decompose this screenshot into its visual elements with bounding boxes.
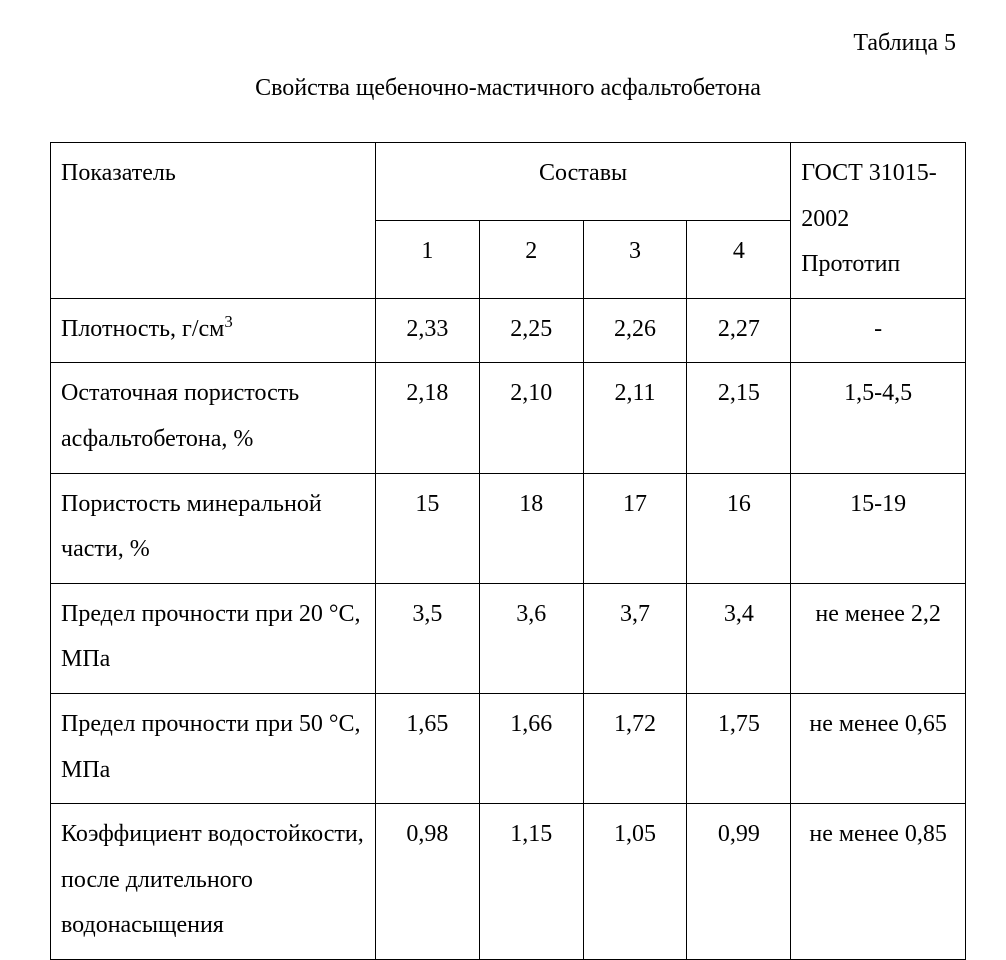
row-label: Плотность, г/см3 [51, 298, 376, 363]
row-value: 1,66 [479, 693, 583, 803]
row-std: - [791, 298, 966, 363]
header-sub-2: 2 [479, 220, 583, 298]
table-row: Остаточная пористость асфальтобетона, % … [51, 363, 966, 473]
row-label: Предел прочности при 20 °С, МПа [51, 583, 376, 693]
table-row: Предел прочности при 20 °С, МПа 3,5 3,6 … [51, 583, 966, 693]
row-std: 15-19 [791, 473, 966, 583]
row-value: 3,7 [583, 583, 687, 693]
row-std: не менее 0,85 [791, 804, 966, 960]
header-gost-line2: 2002 [801, 206, 849, 232]
header-gost-line1: ГОСТ 31015- [801, 160, 937, 186]
header-sub-3: 3 [583, 220, 687, 298]
row-value: 2,11 [583, 363, 687, 473]
row-value: 3,6 [479, 583, 583, 693]
row-value: 2,10 [479, 363, 583, 473]
table-row: Предел прочности при 50 °С, МПа 1,65 1,6… [51, 693, 966, 803]
table-number-label: Таблица 5 [50, 30, 956, 57]
row-value: 17 [583, 473, 687, 583]
row-value: 2,15 [687, 363, 791, 473]
row-value: 3,5 [375, 583, 479, 693]
row-std: не менее 0,65 [791, 693, 966, 803]
row-std: не менее 2,2 [791, 583, 966, 693]
row-value: 1,05 [583, 804, 687, 960]
header-gost: ГОСТ 31015- 2002 Прототип [791, 143, 966, 299]
row-value: 1,15 [479, 804, 583, 960]
header-row-1: Показатель Составы ГОСТ 31015- 2002 Прот… [51, 143, 966, 221]
row-value: 2,33 [375, 298, 479, 363]
row-value: 2,26 [583, 298, 687, 363]
header-sub-1: 1 [375, 220, 479, 298]
row-value: 1,75 [687, 693, 791, 803]
table-row: Пористость минеральной части, % 15 18 17… [51, 473, 966, 583]
row-value: 3,4 [687, 583, 791, 693]
row-value: 2,18 [375, 363, 479, 473]
row-value: 0,98 [375, 804, 479, 960]
row-label: Коэффициент водостойкости, после длитель… [51, 804, 376, 960]
row-value: 1,72 [583, 693, 687, 803]
row-value: 15 [375, 473, 479, 583]
row-label: Предел прочности при 50 °С, МПа [51, 693, 376, 803]
row-value: 18 [479, 473, 583, 583]
header-indicator: Показатель [51, 143, 376, 299]
row-label: Остаточная пористость асфальтобетона, % [51, 363, 376, 473]
header-gost-line3: Прототип [801, 251, 900, 277]
table-row: Коэффициент водостойкости, после длитель… [51, 804, 966, 960]
table-title: Свойства щебеночно-мастичного асфальтобе… [50, 75, 966, 102]
row-std: 1,5-4,5 [791, 363, 966, 473]
row-value: 0,99 [687, 804, 791, 960]
row-value: 2,25 [479, 298, 583, 363]
header-compositions: Составы [375, 143, 790, 221]
row-value: 1,65 [375, 693, 479, 803]
table-row: Плотность, г/см3 2,33 2,25 2,26 2,27 - [51, 298, 966, 363]
row-label: Пористость минеральной части, % [51, 473, 376, 583]
data-table: Показатель Составы ГОСТ 31015- 2002 Прот… [50, 142, 966, 960]
row-value: 2,27 [687, 298, 791, 363]
row-value: 16 [687, 473, 791, 583]
header-sub-4: 4 [687, 220, 791, 298]
